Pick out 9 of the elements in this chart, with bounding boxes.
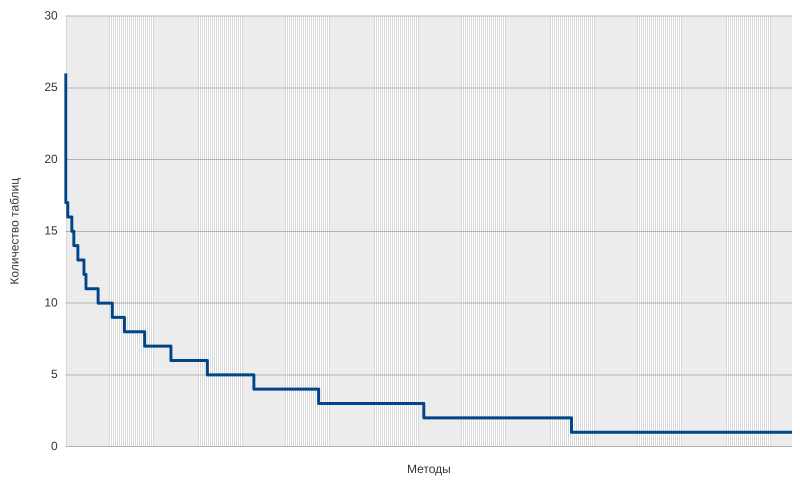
y-tick-label: 10 xyxy=(44,295,58,310)
y-tick-label: 25 xyxy=(44,80,58,94)
y-tick-label: 0 xyxy=(51,438,58,453)
y-tick-label: 5 xyxy=(51,367,58,382)
y-tick-label: 20 xyxy=(44,152,58,166)
y-tick-label: 15 xyxy=(44,224,58,238)
y-tick-label: 30 xyxy=(44,8,58,22)
y-axis-title: Количество таблиц xyxy=(8,178,22,285)
x-axis-title: Методы xyxy=(406,462,451,476)
